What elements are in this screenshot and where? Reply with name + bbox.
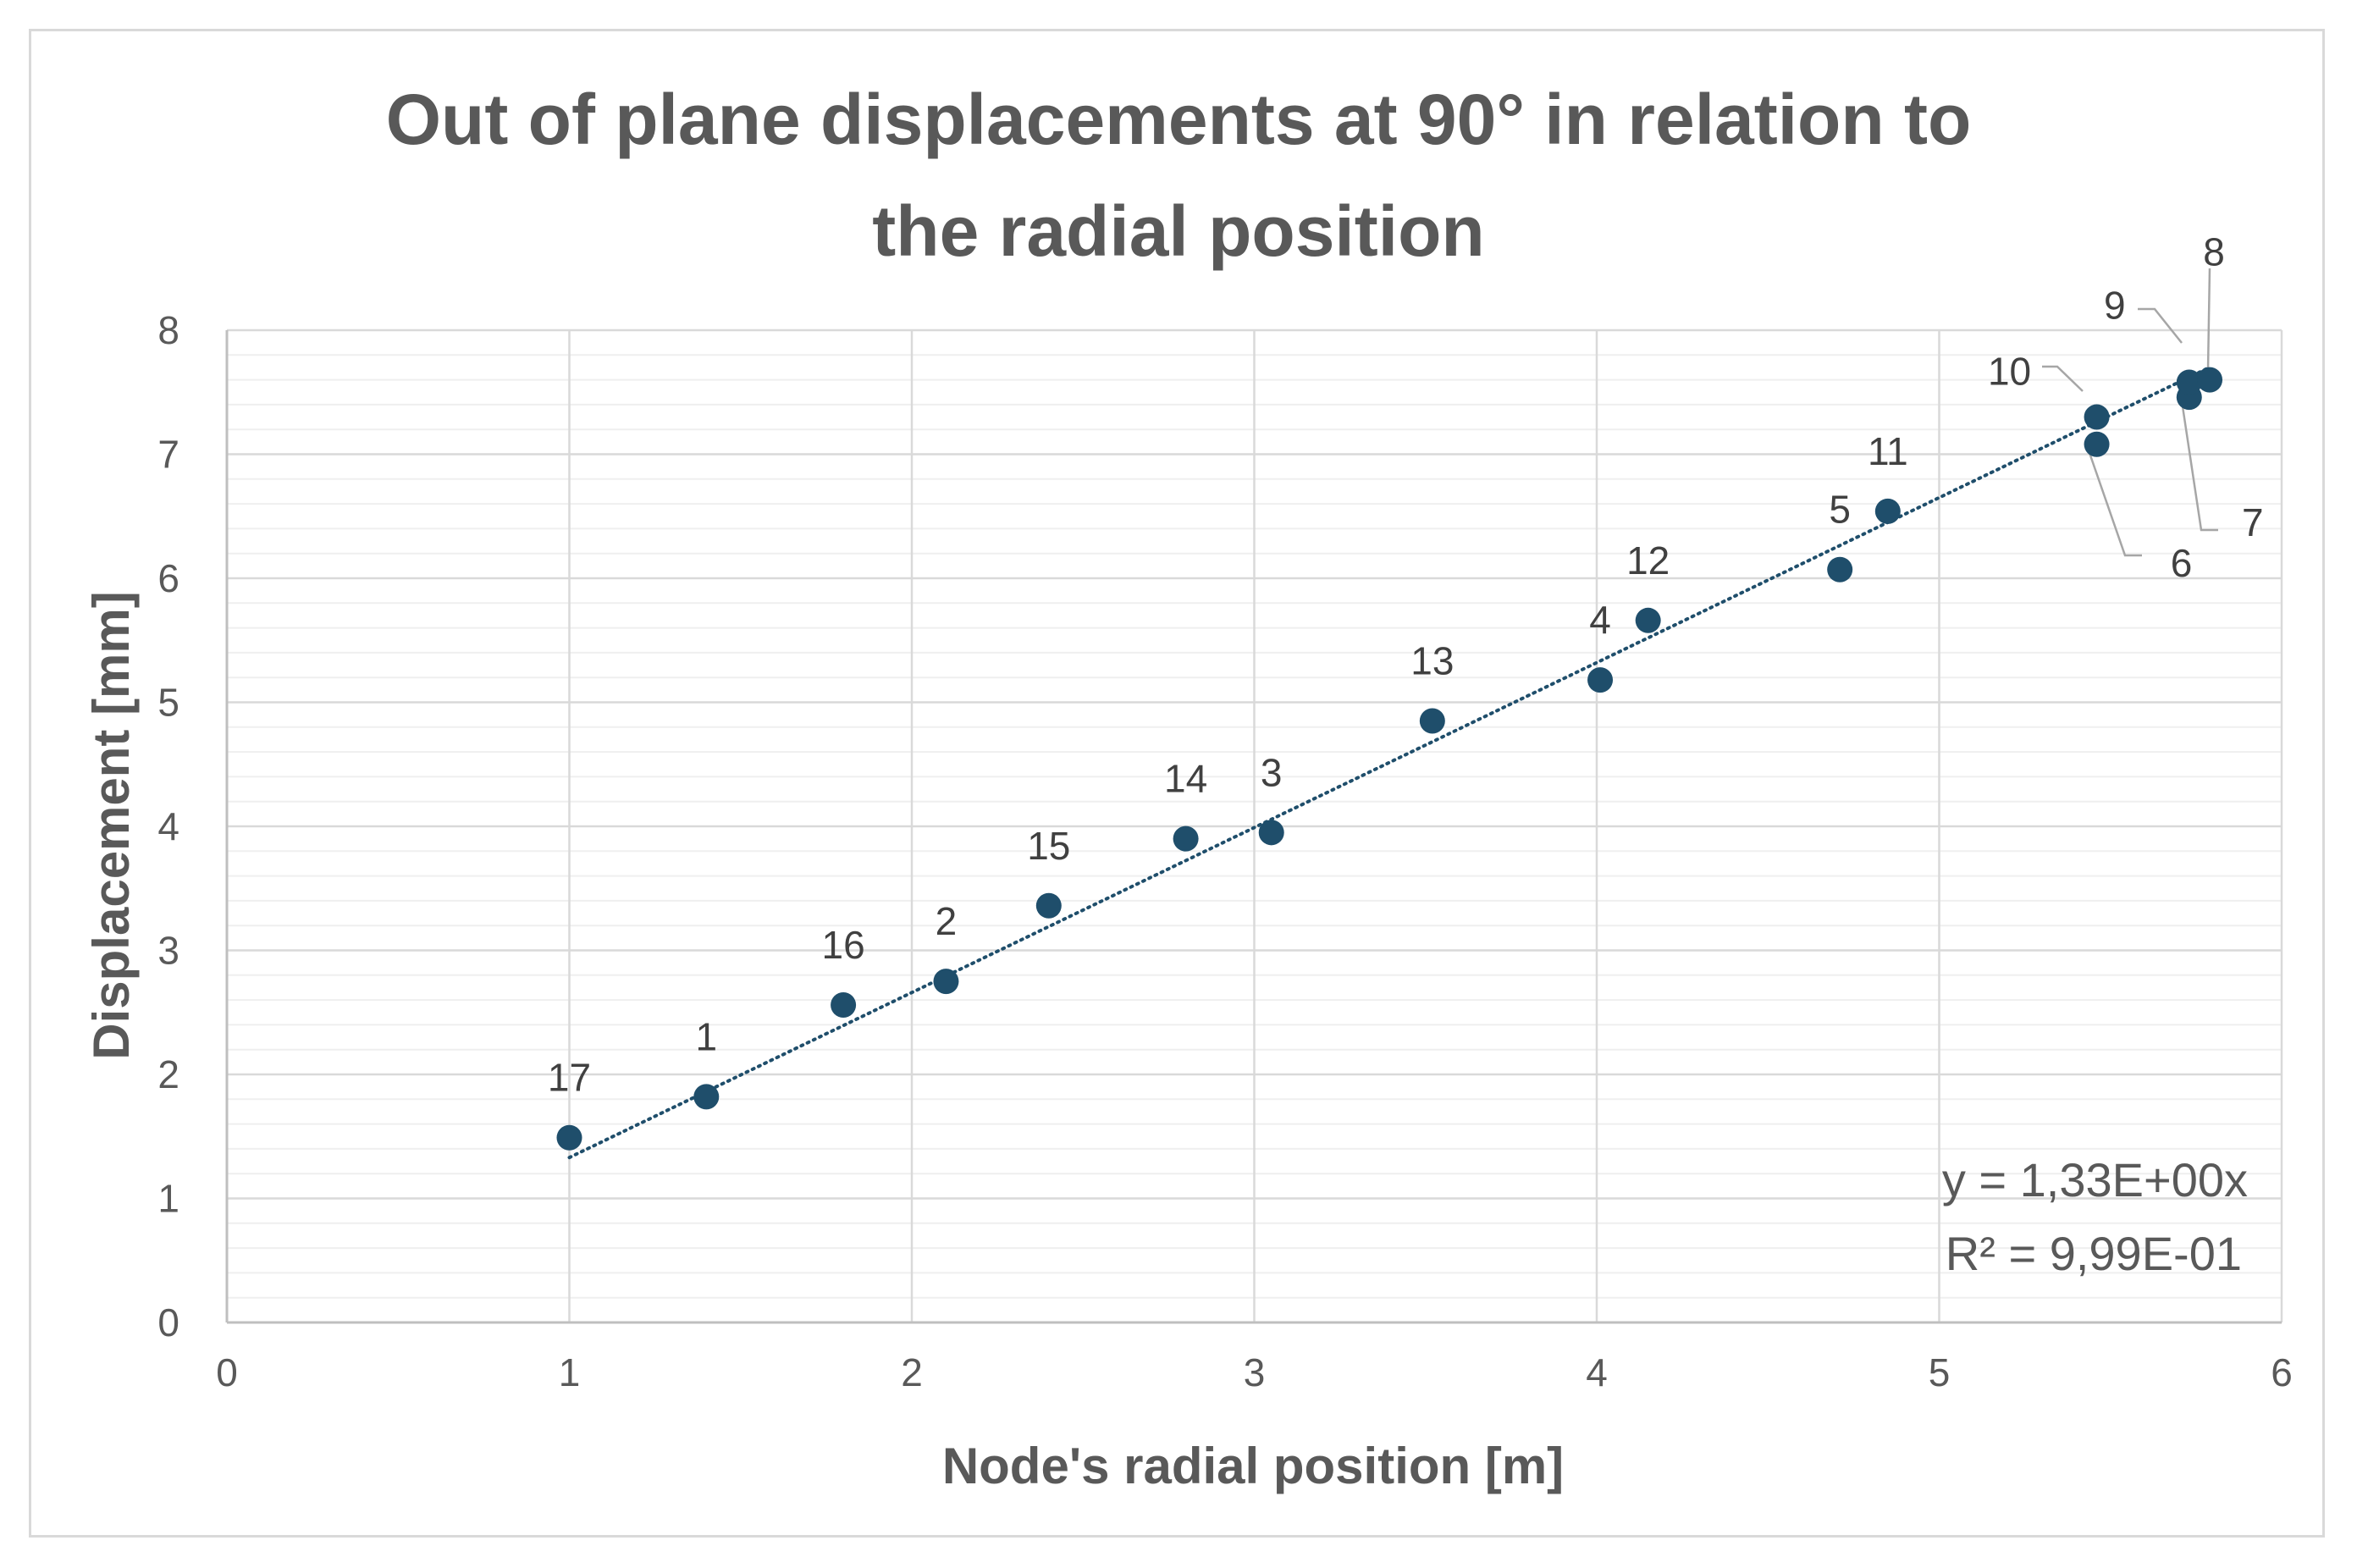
- x-axis-ticks: 0 1 2 3 4 5 6: [216, 1350, 2293, 1394]
- leader-line: [2138, 307, 2183, 344]
- y-tick-label: 1: [157, 1177, 179, 1221]
- data-point: [1173, 825, 1199, 852]
- data-label: 15: [1027, 824, 1070, 868]
- y-tick-label: 2: [157, 1052, 179, 1096]
- x-tick-label: 2: [901, 1350, 923, 1394]
- data-point: [1827, 556, 1853, 582]
- x-tick-label: 4: [1586, 1350, 1608, 1394]
- x-tick-label: 0: [216, 1350, 238, 1394]
- data-point: [1258, 820, 1284, 846]
- data-label: 1: [696, 1014, 718, 1058]
- data-point: [1035, 892, 1062, 919]
- data-label: 6: [2171, 541, 2193, 585]
- axes: [225, 330, 2282, 1324]
- data-label: 16: [822, 923, 865, 967]
- y-tick-label: 6: [157, 556, 179, 600]
- y-tick-label: 0: [157, 1300, 179, 1344]
- data-point: [2176, 369, 2202, 395]
- trendline-r-squared: R² = 9,99E-01: [1946, 1227, 2242, 1280]
- leader-line: [2181, 406, 2218, 532]
- trendline-group: [567, 365, 2212, 1160]
- leader-line: [2042, 365, 2084, 392]
- data-label: 7: [2242, 500, 2264, 544]
- x-tick-label: 5: [1929, 1350, 1951, 1394]
- y-tick-label: 4: [157, 804, 179, 848]
- leader-lines: [2042, 268, 2218, 557]
- data-point: [831, 991, 857, 1018]
- x-tick-label: 6: [2271, 1350, 2293, 1394]
- data-point: [1587, 667, 1614, 693]
- data-point: [1419, 708, 1445, 734]
- data-label: 2: [936, 899, 958, 943]
- y-tick-label: 5: [157, 681, 179, 725]
- chart-frame: [29, 29, 2325, 1538]
- x-axis-title: Node's radial position [m]: [942, 1438, 1564, 1494]
- data-point: [1874, 498, 1901, 524]
- chart-title-line-2: the radial position: [872, 191, 1484, 271]
- data-point: [2084, 404, 2110, 430]
- data-point: [933, 969, 959, 995]
- data-point: [2084, 431, 2110, 457]
- y-tick-label: 3: [157, 929, 179, 973]
- data-label: 4: [1589, 598, 1611, 642]
- chart-title: Out of plane displacements at 90° in rel…: [386, 80, 1972, 271]
- x-tick-label: 3: [1244, 1350, 1266, 1394]
- leader-line: [2087, 450, 2142, 557]
- data-points: [556, 367, 2223, 1151]
- data-point: [2197, 367, 2223, 393]
- chart-title-line-1: Out of plane displacements at 90° in rel…: [386, 80, 1972, 159]
- leader-line: [2206, 268, 2211, 372]
- data-label: 11: [1868, 429, 1908, 473]
- data-label: 10: [1988, 350, 2031, 394]
- data-label: 8: [2203, 230, 2225, 274]
- data-label: 5: [1829, 488, 1851, 532]
- data-label: 9: [2104, 284, 2126, 328]
- data-point: [1635, 607, 1661, 633]
- trendline-equation: y = 1,33E+00x: [1942, 1153, 2248, 1206]
- data-label: 17: [548, 1056, 591, 1100]
- data-label: 12: [1626, 538, 1670, 582]
- data-point: [556, 1124, 582, 1151]
- x-tick-label: 1: [559, 1350, 581, 1394]
- trendline: [567, 365, 2212, 1160]
- data-point: [693, 1084, 720, 1110]
- data-label: 13: [1410, 638, 1454, 682]
- y-tick-label: 7: [157, 433, 179, 477]
- data-label: 3: [1261, 750, 1283, 794]
- y-axis-ticks: 0 1 2 3 4 5 6 7 8: [157, 308, 179, 1344]
- data-label: 14: [1164, 757, 1207, 801]
- y-axis-title: Displacement [mm]: [83, 591, 140, 1059]
- y-tick-label: 8: [157, 308, 179, 352]
